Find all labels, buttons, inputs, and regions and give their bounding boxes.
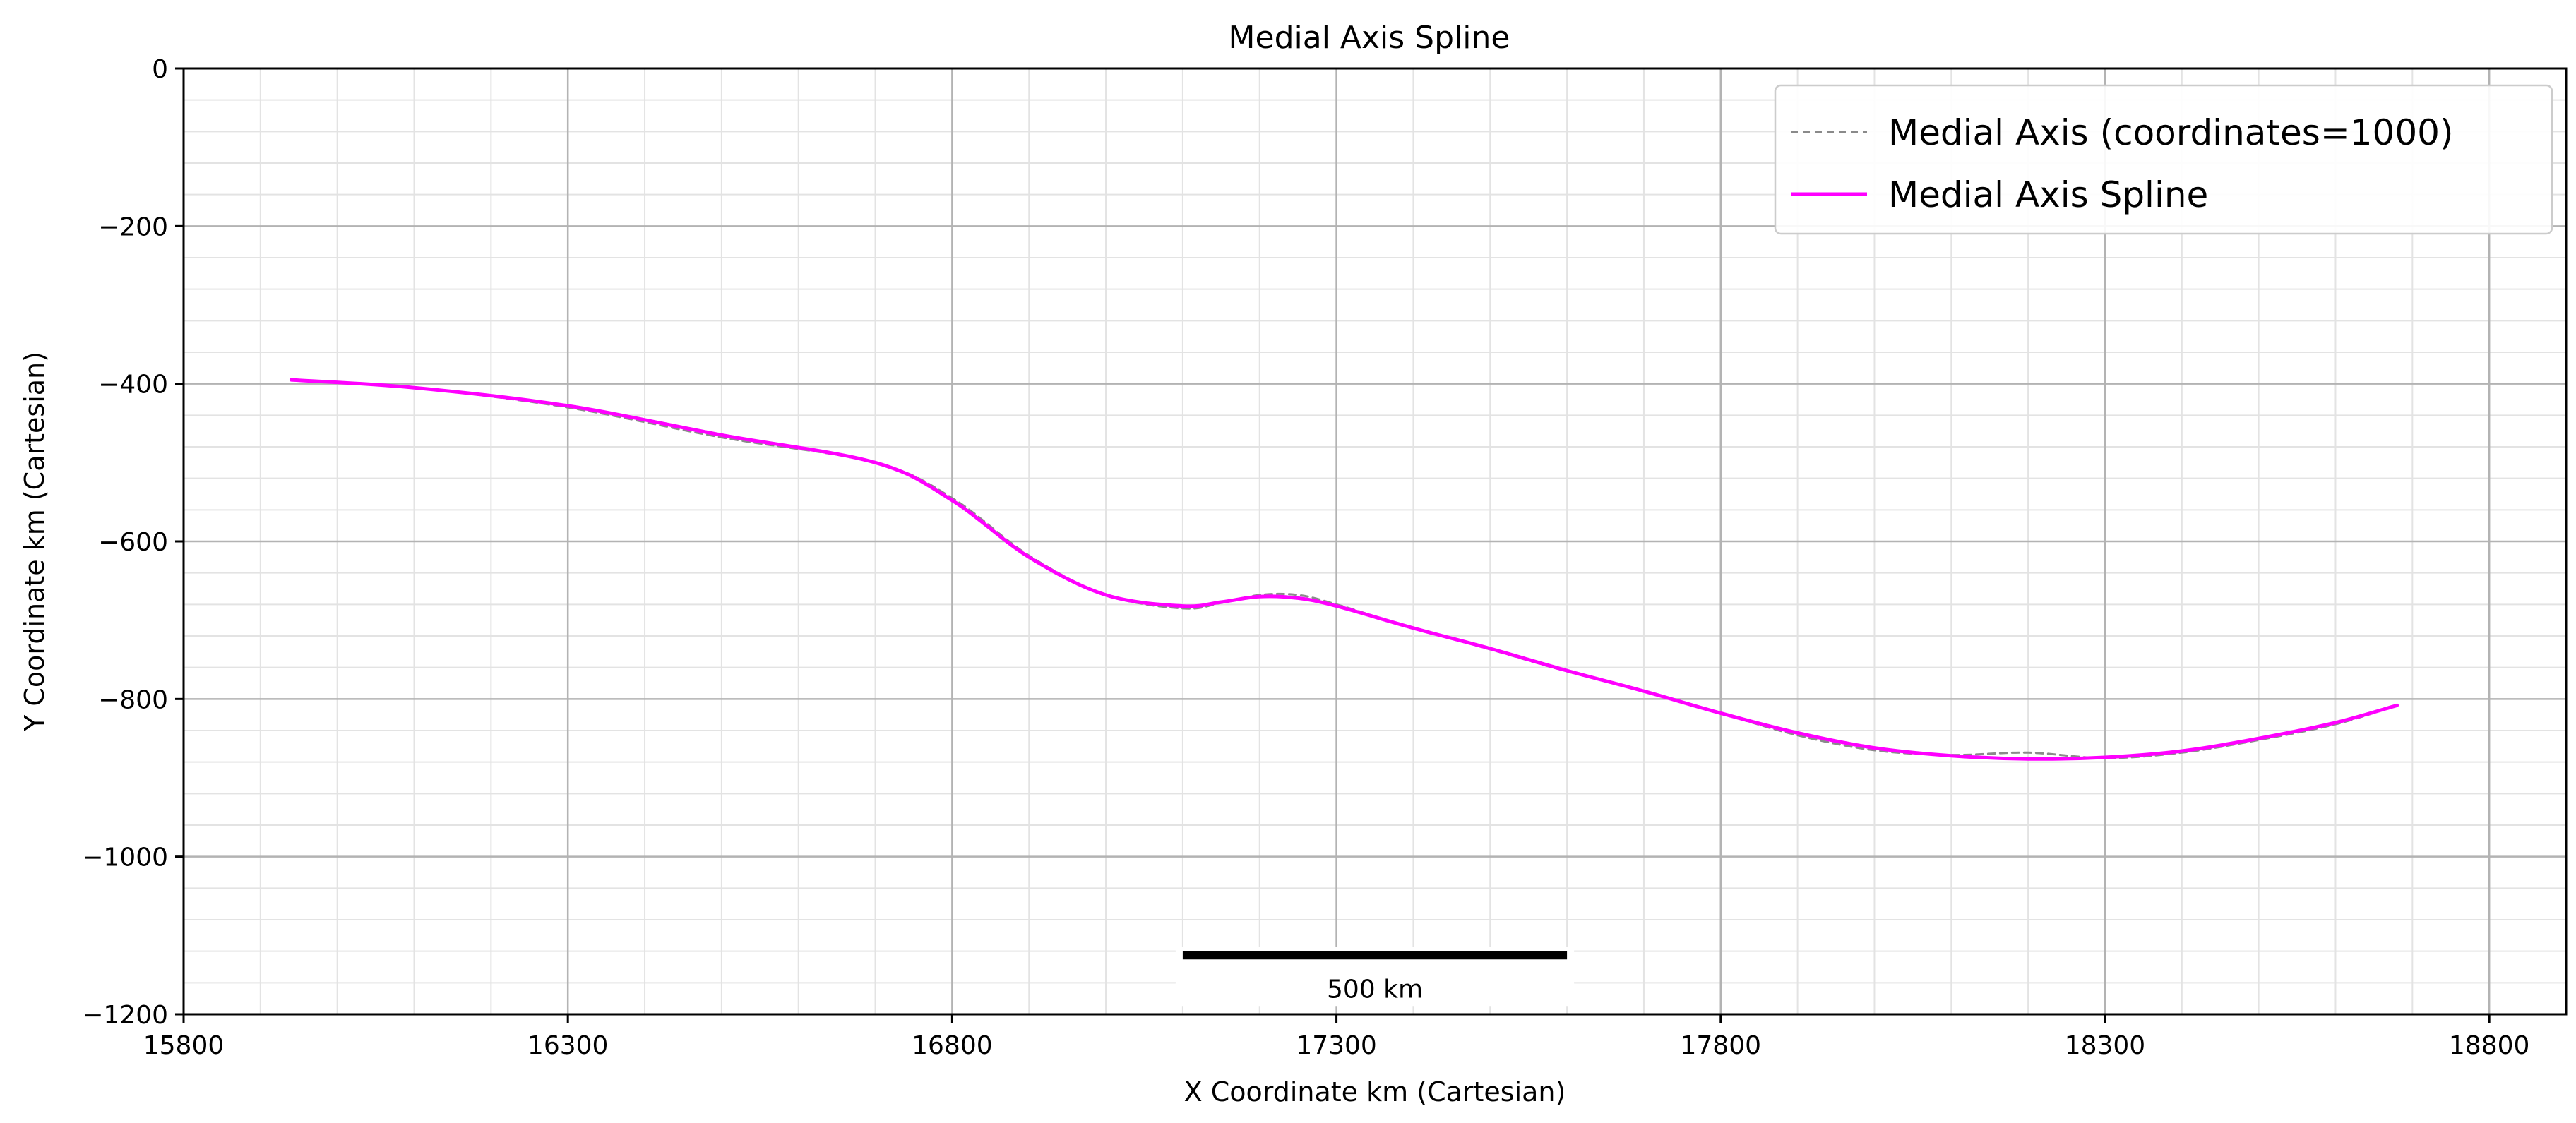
legend-label-1: Medial Axis (coordinates=1000) — [1888, 112, 2453, 153]
scale-bar-label: 500 km — [1327, 975, 1423, 1004]
x-tick-label: 17800 — [1681, 1031, 1762, 1060]
y-tick-label: −1000 — [82, 843, 168, 872]
chart-title: Medial Axis Spline — [1229, 20, 1510, 56]
y-tick-label: −200 — [98, 212, 168, 241]
y-tick-label: 0 — [152, 55, 168, 84]
y-axis-label: Y Coordinate km (Cartesian) — [19, 352, 50, 732]
legend-label-2: Medial Axis Spline — [1888, 174, 2208, 215]
series-layer — [289, 378, 2399, 761]
x-tick-label: 17300 — [1296, 1031, 1377, 1060]
y-tick-label: −1200 — [82, 1001, 168, 1030]
x-tick-label: 15800 — [143, 1031, 225, 1060]
scale-bar: 500 km — [1175, 947, 1575, 1007]
x-axis-label: X Coordinate km (Cartesian) — [1184, 1076, 1566, 1107]
y-tick-label: −800 — [98, 685, 168, 714]
x-tick-label: 18300 — [2065, 1031, 2146, 1060]
series-line-2 — [289, 378, 2399, 761]
y-tick-label: −400 — [98, 371, 168, 400]
x-axis-ticks: 15800 16300 16800 17300 17800 18300 18800 — [143, 1014, 2530, 1060]
y-tick-label: −600 — [98, 528, 168, 557]
y-axis-ticks: 0 −200 −400 −600 −800 −1000 −1200 — [82, 55, 184, 1030]
legend: Medial Axis (coordinates=1000) Medial Axi… — [1774, 84, 2553, 235]
scale-bar-line — [1182, 951, 1568, 960]
x-tick-label: 16300 — [527, 1031, 609, 1060]
legend-box — [1774, 84, 2553, 235]
x-tick-label: 18800 — [2449, 1031, 2530, 1060]
x-tick-label: 16800 — [912, 1031, 993, 1060]
